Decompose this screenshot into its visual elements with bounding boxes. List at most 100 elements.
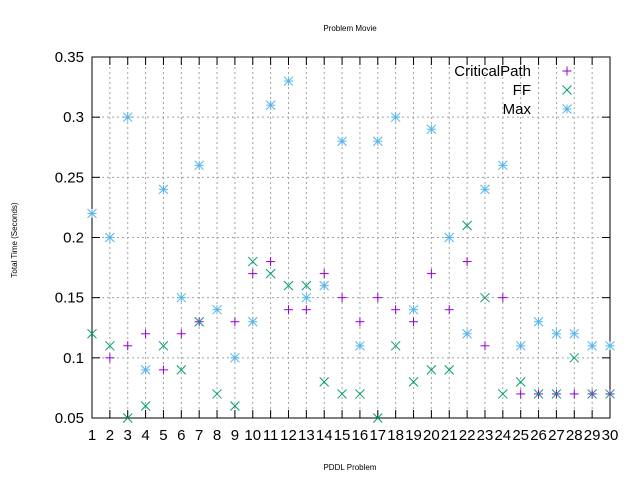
series-FF: [87, 220, 615, 423]
x-tick-label: 14: [316, 427, 333, 444]
x-tick-label: 22: [459, 427, 476, 444]
data-point: [301, 305, 311, 315]
data-point: [176, 329, 186, 339]
axis-ticks: 0.050.10.150.20.250.30.351 2 3 4 5 6 7 8 9 10 11 12…: [55, 49, 619, 444]
grid: [92, 57, 610, 418]
data-point: [605, 340, 615, 351]
x-tick-label: 13: [298, 427, 315, 444]
data-point: [605, 389, 615, 399]
y-tick-label: 0.05: [55, 410, 84, 427]
data-point: [266, 257, 276, 267]
data-point: [337, 136, 347, 147]
legend: CriticalPath FF Max: [454, 63, 572, 118]
data-point: [480, 341, 490, 351]
data-point: [462, 328, 472, 339]
y-tick-label: 0.15: [55, 290, 84, 307]
data-point: [515, 377, 526, 387]
x-tick-label: 8: [213, 427, 221, 444]
data-point: [480, 292, 490, 303]
data-point: [122, 112, 133, 123]
data-point: [355, 340, 365, 351]
data-point: [283, 280, 294, 291]
data-point: [176, 365, 187, 375]
data-point: [462, 257, 472, 267]
data-point: [283, 305, 293, 315]
data-point: [319, 377, 330, 387]
data-point: [265, 268, 276, 279]
legend-marker: [562, 66, 572, 76]
data-point: [319, 269, 329, 279]
legend-label: Max: [503, 101, 532, 118]
data-point: [265, 100, 276, 110]
data-point: [373, 293, 383, 303]
series-Max: [87, 76, 615, 375]
data-point: [105, 353, 115, 363]
x-tick-label: 26: [530, 427, 547, 444]
y-tick-label: 0.3: [63, 109, 84, 126]
data-point: [140, 365, 151, 375]
x-tick-label: 20: [423, 427, 440, 444]
data-point: [444, 305, 454, 315]
data-point: [551, 328, 562, 339]
data-point: [390, 340, 401, 351]
data-point: [390, 112, 401, 123]
legend-marker: [562, 104, 572, 114]
data-point: [105, 232, 115, 243]
data-point: [569, 328, 580, 339]
x-tick-label: 18: [387, 427, 404, 444]
data-point: [515, 340, 526, 351]
data-point: [533, 389, 544, 399]
data-point: [105, 340, 115, 351]
x-tick-label: 23: [477, 427, 494, 444]
data-point: [158, 184, 169, 195]
data-point: [587, 340, 597, 351]
y-tick-label: 0.35: [55, 49, 84, 66]
x-tick-label: 27: [548, 427, 565, 444]
data-point: [462, 220, 472, 231]
data-point: [551, 389, 562, 399]
data-point: [444, 365, 455, 375]
data-point: [569, 352, 580, 363]
data-point: [247, 316, 258, 327]
data-point: [569, 389, 579, 399]
data-point: [408, 304, 419, 315]
data-point: [123, 341, 133, 351]
legend-marker: [562, 85, 572, 95]
data-marks: [87, 76, 615, 423]
y-axis-label: Total Time (Seconds): [10, 202, 19, 277]
y-tick-label: 0.2: [63, 230, 84, 247]
x-axis-label: PDDL Problem: [323, 463, 376, 472]
data-point: [247, 256, 258, 267]
data-point: [587, 389, 597, 399]
data-point: [140, 401, 151, 411]
x-tick-label: 5: [159, 427, 167, 444]
data-point: [498, 293, 508, 303]
x-tick-label: 24: [494, 427, 511, 444]
data-point: [355, 389, 365, 399]
x-tick-label: 4: [141, 427, 149, 444]
x-tick-label: 25: [512, 427, 529, 444]
x-tick-label: 30: [602, 427, 619, 444]
data-point: [87, 208, 97, 219]
x-tick-label: 21: [441, 427, 458, 444]
data-point: [426, 365, 437, 375]
data-point: [319, 280, 330, 291]
data-point: [426, 269, 436, 279]
data-point: [158, 340, 169, 351]
series-CriticalPath: [105, 257, 615, 399]
x-tick-label: 17: [369, 427, 386, 444]
x-tick-label: 7: [195, 427, 203, 444]
x-tick-label: 15: [334, 427, 351, 444]
data-point: [230, 401, 240, 411]
data-point: [230, 317, 240, 327]
data-point: [372, 413, 383, 423]
x-tick-label: 10: [244, 427, 261, 444]
x-tick-label: 16: [352, 427, 369, 444]
data-point: [372, 136, 383, 147]
x-tick-label: 6: [177, 427, 185, 444]
data-point: [194, 316, 205, 327]
x-tick-label: 12: [280, 427, 297, 444]
data-point: [355, 317, 365, 327]
data-point: [176, 292, 187, 303]
